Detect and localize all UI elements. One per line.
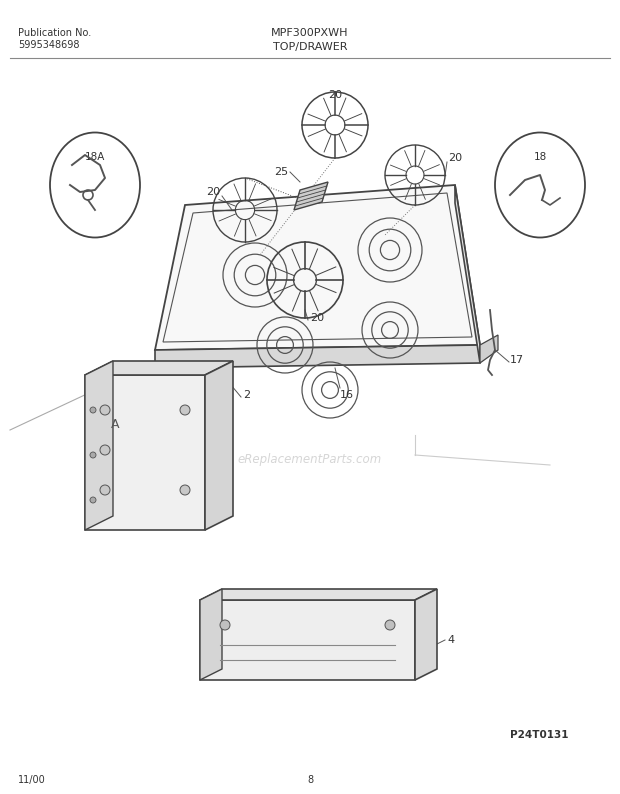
- Ellipse shape: [495, 133, 585, 237]
- Text: 4: 4: [447, 635, 454, 645]
- Circle shape: [100, 445, 110, 455]
- Text: 20: 20: [310, 313, 324, 323]
- Text: P24T0131: P24T0131: [510, 730, 569, 740]
- Circle shape: [180, 405, 190, 415]
- Text: 11/00: 11/00: [18, 775, 46, 785]
- Circle shape: [90, 452, 96, 458]
- Text: 20: 20: [448, 153, 462, 163]
- Text: 8: 8: [307, 775, 313, 785]
- Text: A: A: [111, 418, 119, 431]
- Text: TOP/DRAWER: TOP/DRAWER: [273, 42, 347, 52]
- Text: MPF300PXWH: MPF300PXWH: [272, 28, 348, 38]
- Ellipse shape: [50, 133, 140, 237]
- Circle shape: [100, 485, 110, 495]
- Polygon shape: [155, 345, 480, 368]
- Circle shape: [220, 620, 230, 630]
- Polygon shape: [85, 375, 205, 530]
- Circle shape: [100, 405, 110, 415]
- Polygon shape: [455, 185, 480, 363]
- Circle shape: [90, 497, 96, 503]
- Text: 18: 18: [533, 152, 547, 162]
- Text: 16: 16: [340, 390, 354, 400]
- Polygon shape: [200, 589, 437, 600]
- Text: 2: 2: [243, 390, 250, 400]
- Polygon shape: [415, 589, 437, 680]
- Circle shape: [90, 407, 96, 413]
- Text: 18A: 18A: [85, 152, 105, 162]
- Text: eReplacementParts.com: eReplacementParts.com: [238, 453, 382, 467]
- Text: Publication No.: Publication No.: [18, 28, 91, 38]
- Circle shape: [180, 485, 190, 495]
- Text: 25: 25: [274, 167, 288, 177]
- Polygon shape: [155, 185, 480, 350]
- Text: 20: 20: [328, 90, 342, 100]
- Polygon shape: [85, 361, 113, 530]
- Polygon shape: [200, 600, 415, 680]
- Text: 17: 17: [510, 355, 524, 365]
- Text: 5995348698: 5995348698: [18, 40, 79, 50]
- Text: 20: 20: [206, 187, 220, 197]
- Polygon shape: [294, 182, 328, 210]
- Circle shape: [385, 620, 395, 630]
- Polygon shape: [200, 589, 222, 680]
- Polygon shape: [85, 361, 233, 375]
- Polygon shape: [205, 361, 233, 530]
- Polygon shape: [480, 335, 498, 363]
